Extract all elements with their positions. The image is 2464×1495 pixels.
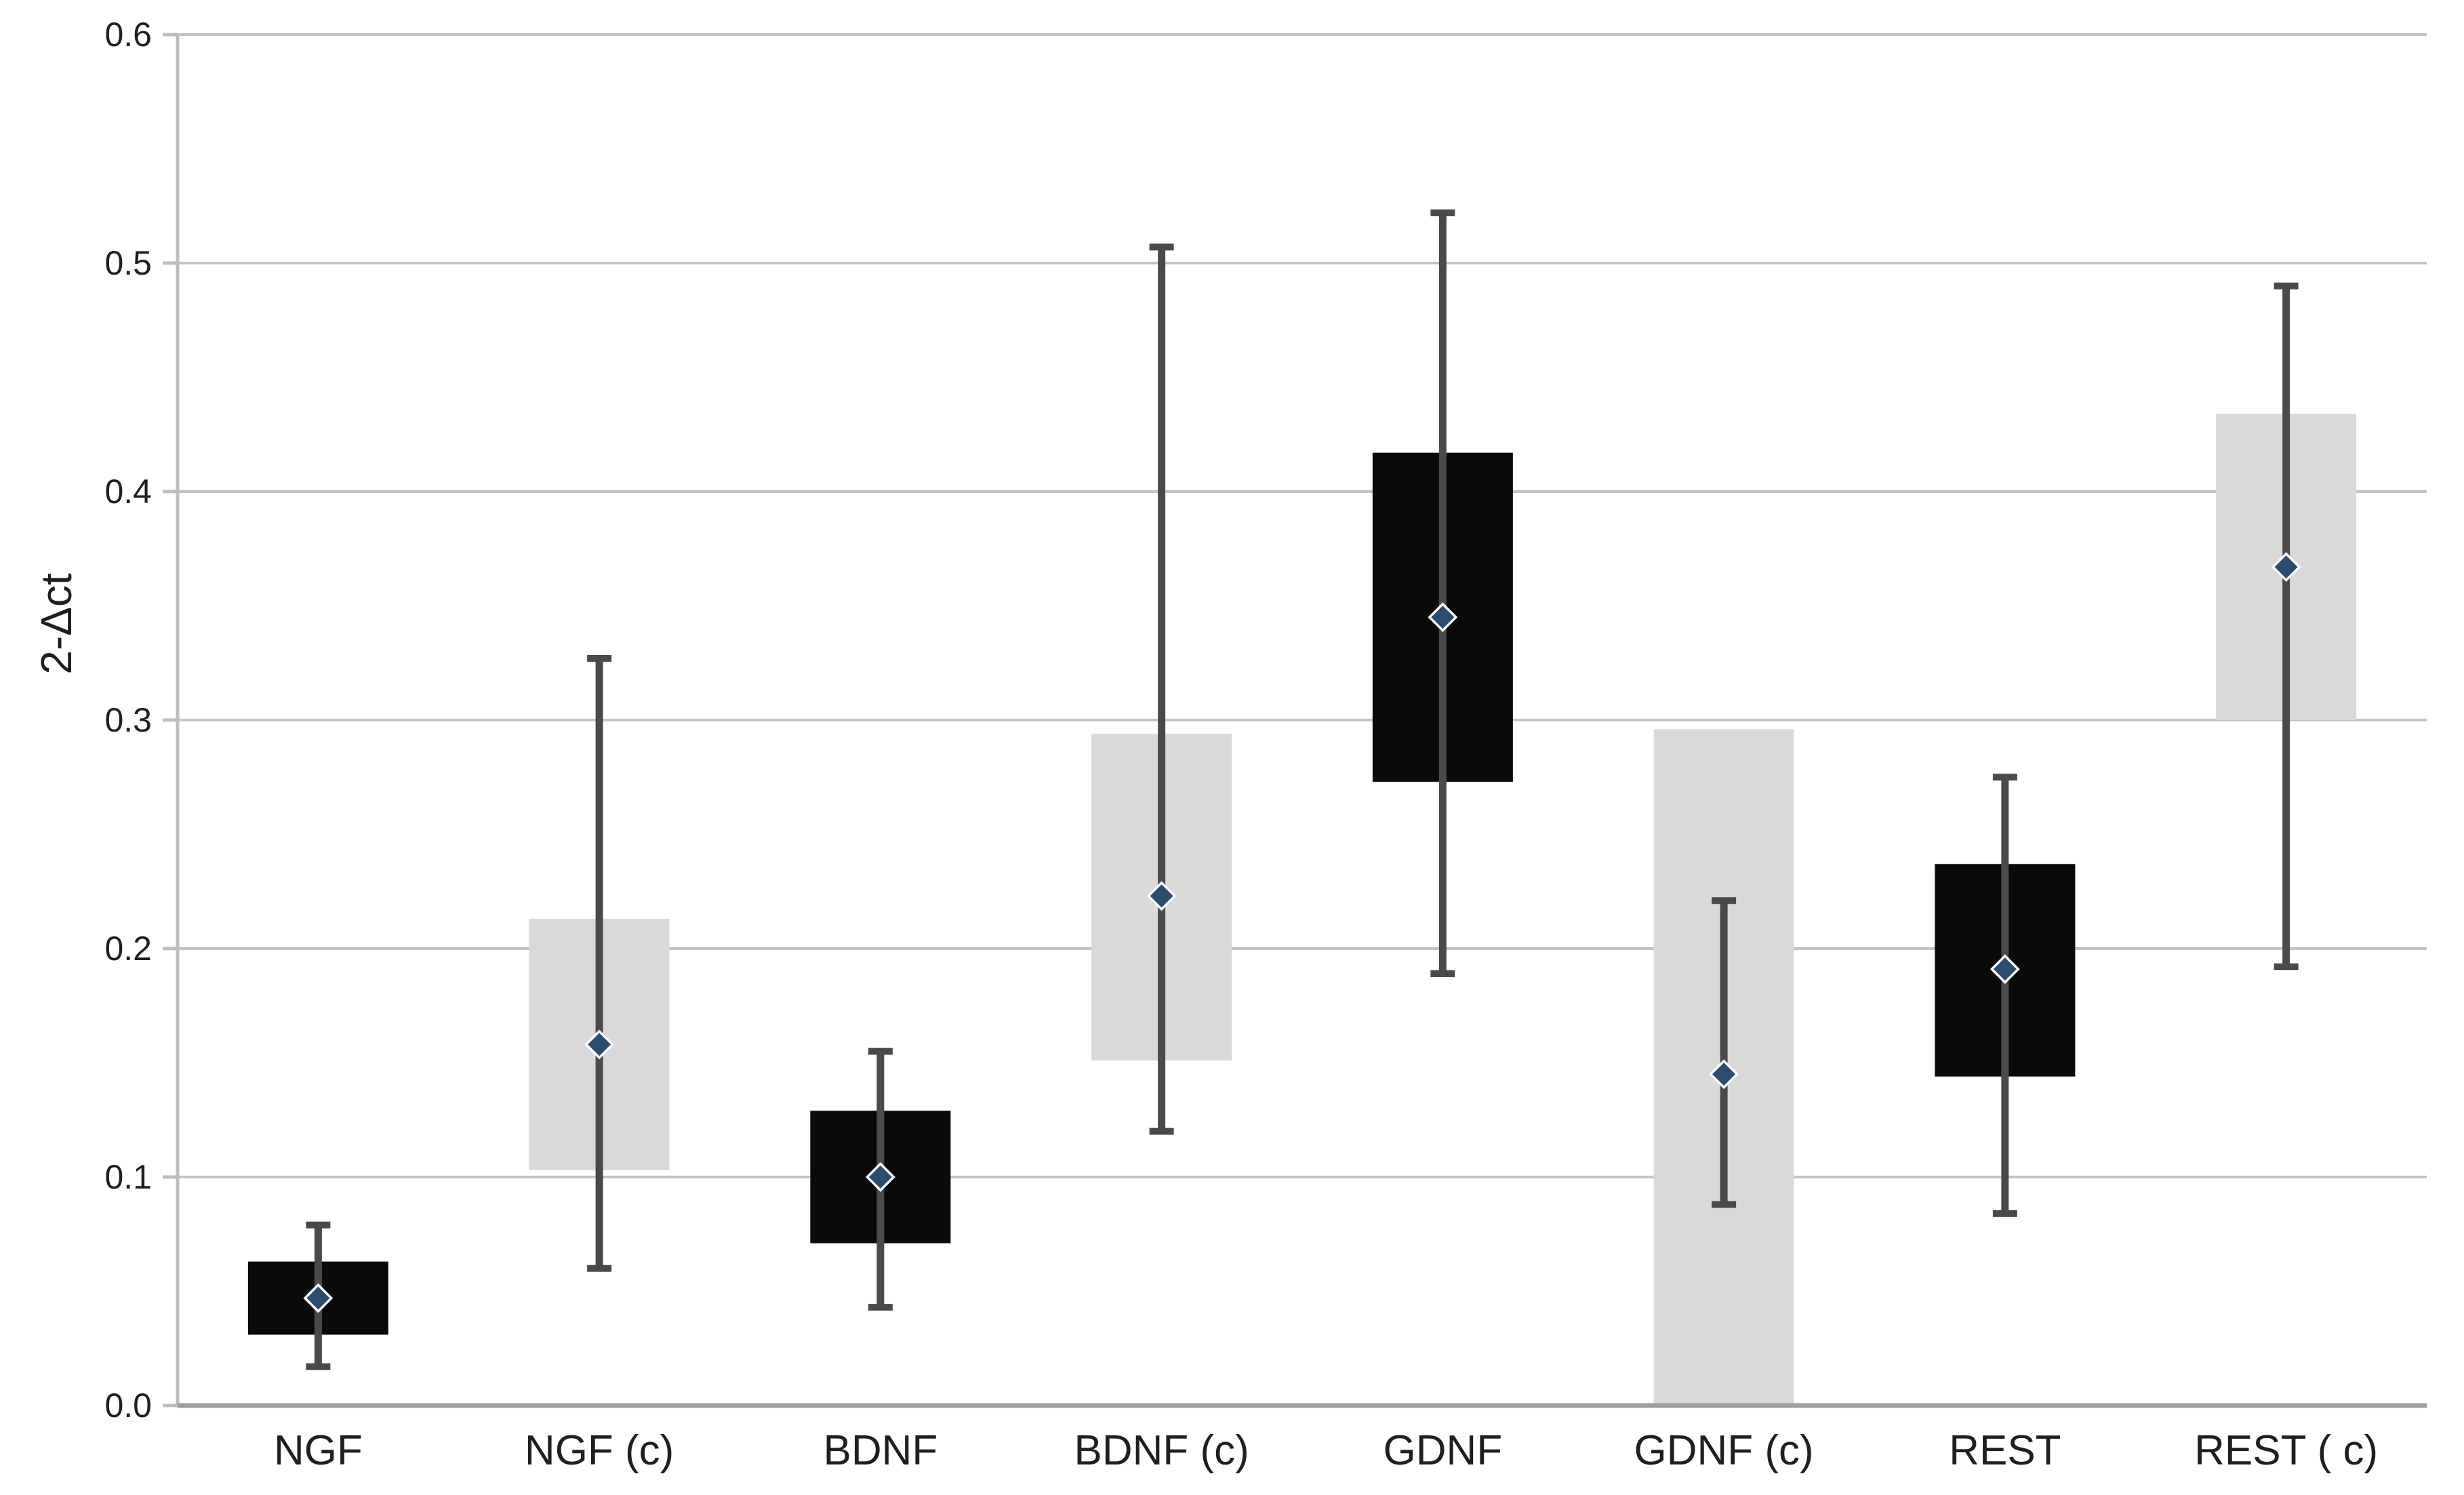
y-tick-label-0.1: 0.1 [104, 1158, 152, 1196]
mean-marker-REST [1990, 954, 2020, 984]
y-tick-label-0.6: 0.6 [104, 16, 152, 54]
mean-marker-BDNF (c) [1146, 881, 1177, 911]
gridline-layer [178, 33, 2427, 1178]
category-label-BDNF: BDNF [823, 1427, 937, 1474]
y-tick-label-0.3: 0.3 [104, 701, 152, 739]
series-layer [247, 209, 2357, 1406]
category-label-NGF (c): NGF (c) [525, 1427, 674, 1474]
axis-layer [163, 33, 2427, 1408]
mean-marker-NGF (c) [584, 1029, 615, 1060]
y-tick-label-0.2: 0.2 [104, 930, 152, 968]
y-tick-label-0.5: 0.5 [104, 244, 152, 282]
category-label-REST ( c): REST ( c) [2194, 1427, 2378, 1474]
y-tick-label-0.4: 0.4 [104, 473, 152, 511]
category-label-BDNF (c): BDNF (c) [1074, 1427, 1249, 1474]
mean-marker-BDNF [865, 1162, 895, 1192]
category-label-GDNF: GDNF [1384, 1427, 1503, 1474]
category-label-NGF: NGF [274, 1427, 363, 1474]
label-layer: 0.0 0.1 0.2 0.3 0.4 0.5 0.6 NGF NGF (c) BDNF BDNF … [104, 16, 2378, 1474]
y-axis-title: 2-Δct [32, 573, 81, 675]
y-tick-label-0.0: 0.0 [104, 1387, 152, 1424]
mean-marker-GDNF (c) [1709, 1059, 1739, 1090]
mean-marker-REST ( c) [2271, 552, 2301, 582]
category-label-REST: REST [1949, 1427, 2061, 1474]
mean-marker-NGF [303, 1283, 334, 1313]
category-label-GDNF (c): GDNF (c) [1634, 1427, 1814, 1474]
mean-marker-GDNF [1428, 602, 1458, 633]
